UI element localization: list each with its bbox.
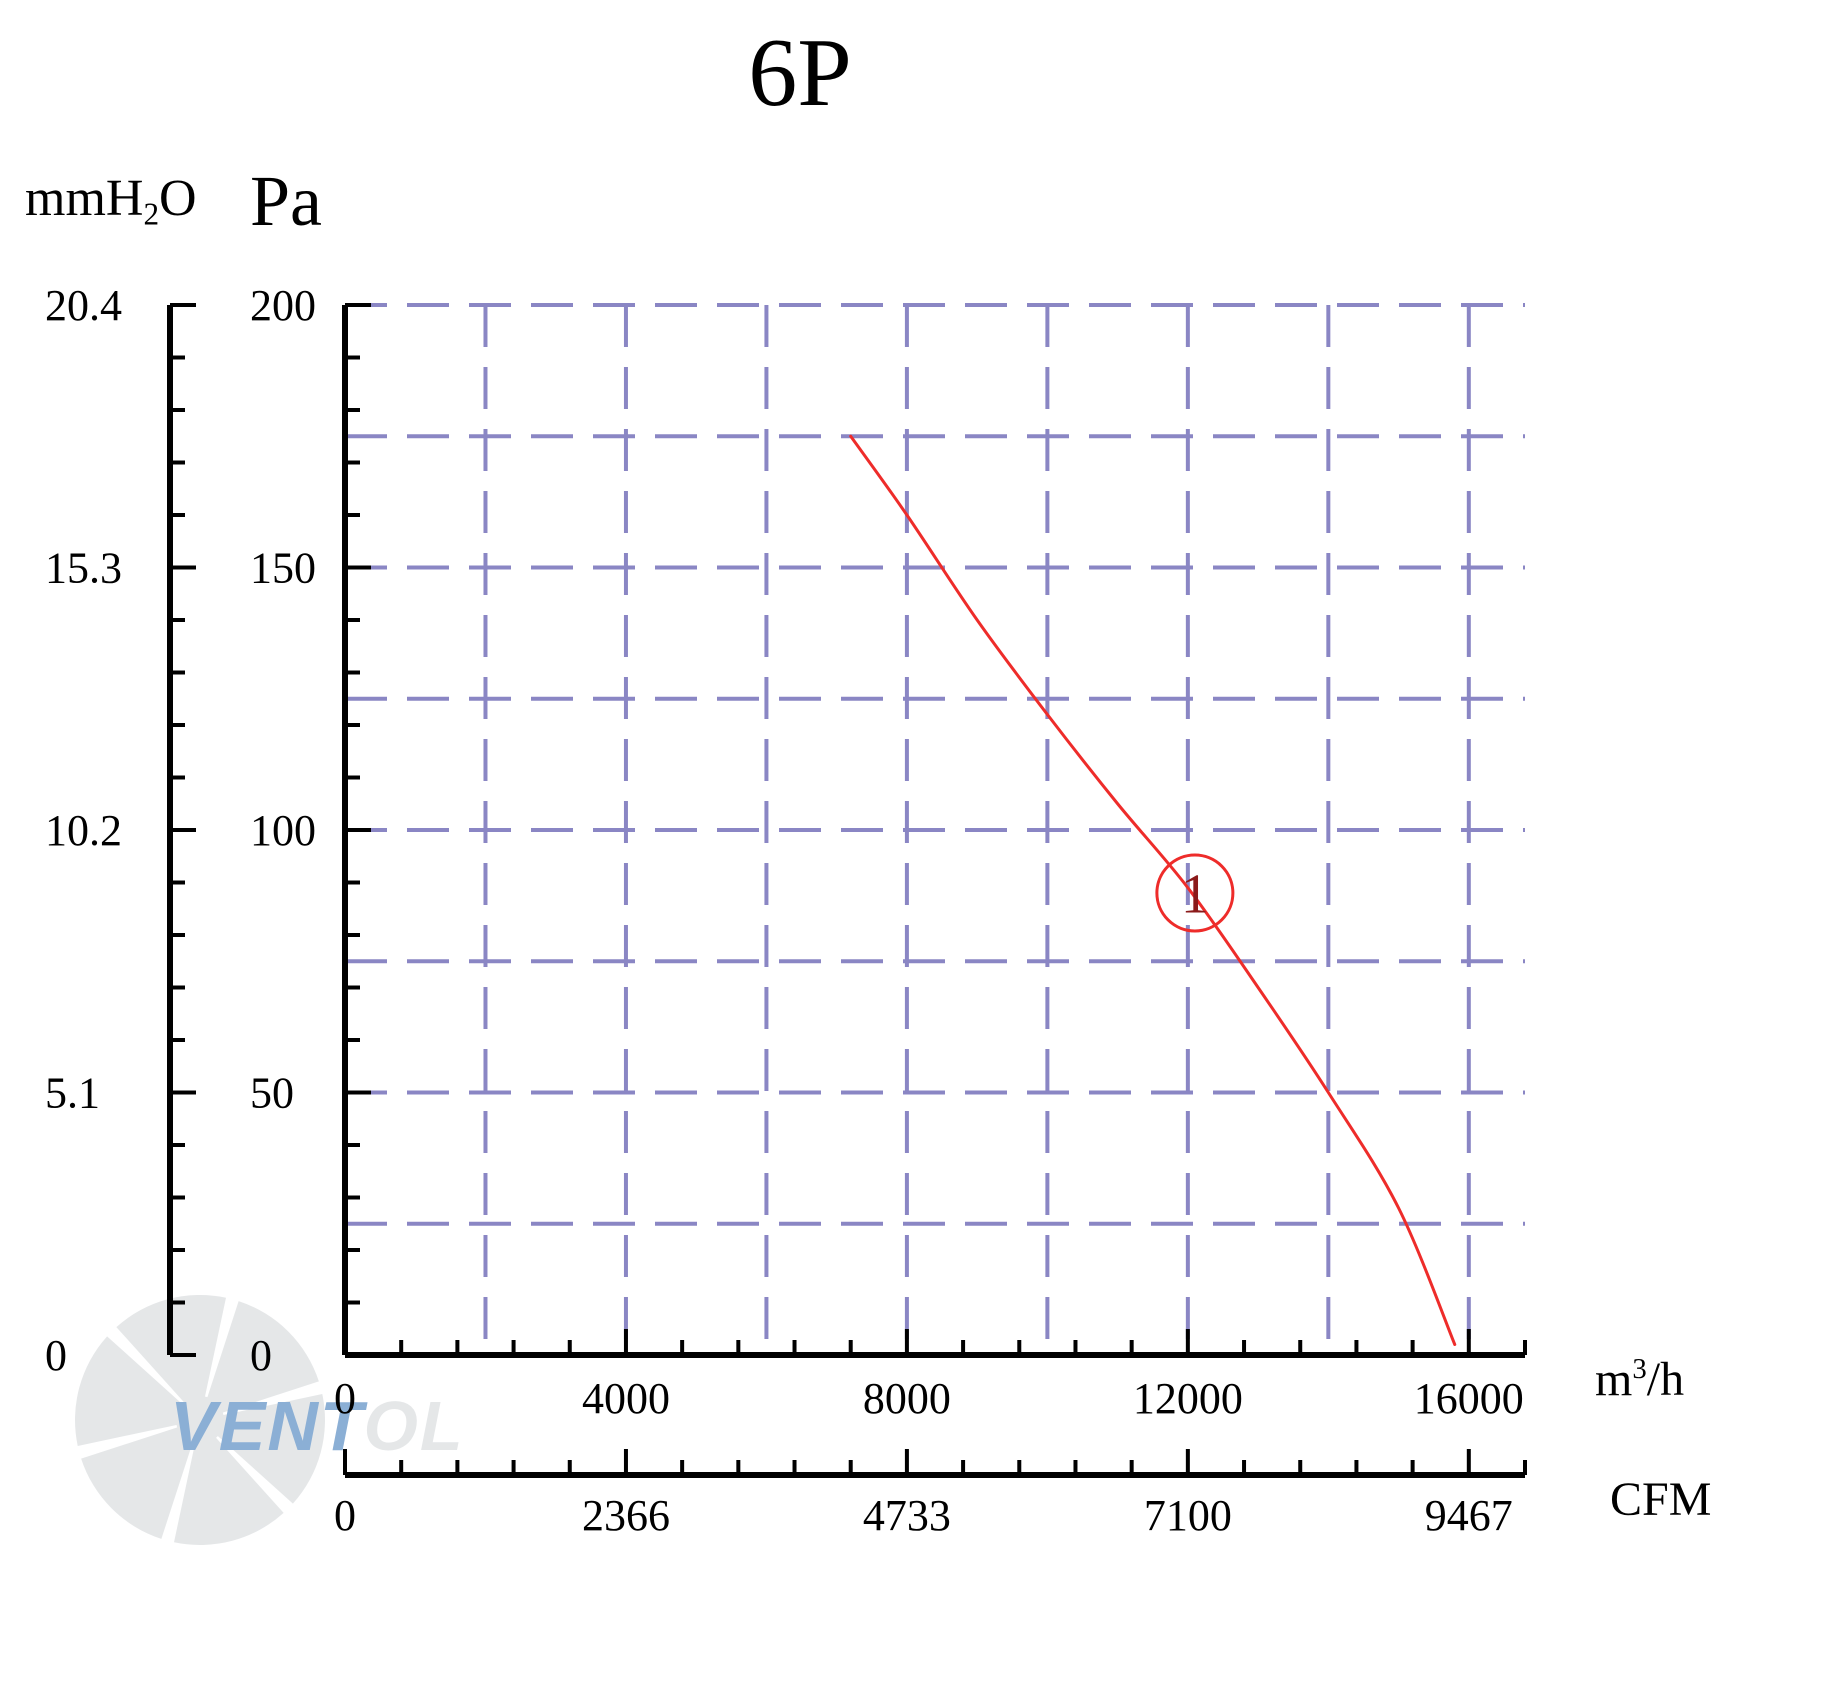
curve-marker-label: 1 [1181, 864, 1209, 926]
m3h-tick-label: 12000 [1133, 1374, 1243, 1423]
cfm-tick-label: 0 [334, 1491, 356, 1540]
x-axis-label-m3h: m3/h [1595, 1353, 1684, 1406]
mmh2o-tick-label: 0 [45, 1331, 67, 1380]
m3h-tick-label: 8000 [863, 1374, 951, 1423]
cfm-tick-label: 9467 [1425, 1491, 1513, 1540]
pa-tick-label: 200 [250, 281, 316, 330]
y2-axis-label-mmh2o: mmH2O [25, 170, 197, 231]
cfm-tick-label: 2366 [582, 1491, 670, 1540]
cfm-axis: 0 2366 4733 7100 9467 [334, 1449, 1525, 1540]
pa-tick-label: 150 [250, 544, 316, 593]
cfm-tick-label: 4733 [863, 1491, 951, 1540]
pa-tick-label: 0 [250, 1331, 272, 1380]
pa-tick-label: 100 [250, 806, 316, 855]
m3h-tick-label: 16000 [1414, 1374, 1524, 1423]
pa-axis-ticks: 0 50 100 150 200 [250, 281, 371, 1380]
grid [345, 305, 1525, 1355]
x2-axis-label-cfm: CFM [1610, 1473, 1711, 1526]
curve-marker-1: 1 [1157, 855, 1233, 931]
m3h-axis-ticks: 0 4000 8000 12000 16000 [334, 1329, 1525, 1423]
mmh2o-tick-label: 10.2 [45, 806, 122, 855]
mmh2o-tick-label: 15.3 [45, 544, 122, 593]
cfm-tick-label: 7100 [1144, 1491, 1232, 1540]
chart-title: 6P [748, 19, 852, 127]
svg-text:VENTOL: VENTOL [170, 1387, 465, 1465]
pa-tick-label: 50 [250, 1069, 294, 1118]
m3h-tick-label: 4000 [582, 1374, 670, 1423]
mmh2o-tick-label: 20.4 [45, 281, 122, 330]
m3h-tick-label: 0 [334, 1374, 356, 1423]
y-axis-label-pa: Pa [250, 161, 322, 241]
mmh2o-axis: 0 5.1 10.2 15.3 20.4 [45, 281, 196, 1380]
mmh2o-tick-label: 5.1 [45, 1069, 100, 1118]
fan-performance-chart: VENTOL05010015020005.110.215.320.4040008… [0, 0, 1844, 1704]
performance-curve [851, 436, 1455, 1344]
